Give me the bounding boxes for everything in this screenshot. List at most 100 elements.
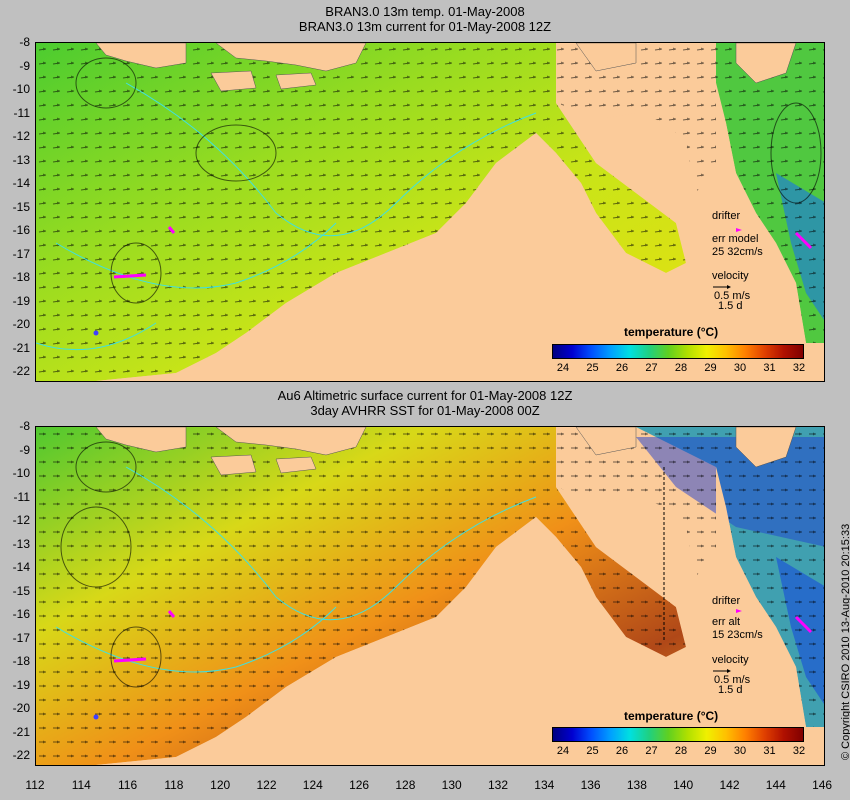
top-map-panel[interactable] xyxy=(35,42,825,382)
x-tick: 124 xyxy=(302,778,323,792)
bottom-colorbar xyxy=(552,727,804,742)
bottom-colorbar-tick: 28 xyxy=(674,745,688,757)
island xyxy=(210,454,257,476)
australia-land xyxy=(96,467,824,765)
bottom-colorbar-tick: 26 xyxy=(615,745,629,757)
top-y-tick: -19 xyxy=(12,293,30,308)
bottom-colorbar-tick: 29 xyxy=(704,745,717,757)
drifter-track xyxy=(113,273,147,279)
bottom-y-tick: -13 xyxy=(12,536,30,551)
bottom-y-tick: -14 xyxy=(12,560,30,574)
bottom-y-tick: -21 xyxy=(12,724,30,739)
bottom-legend-err: err alt xyxy=(712,616,741,628)
bottom-colorbar-tick: 31 xyxy=(763,745,776,757)
australia-land xyxy=(96,83,824,381)
bottom-y-tick: -8 xyxy=(19,419,30,433)
top-map-svg xyxy=(36,43,824,381)
x-tick: 112 xyxy=(25,778,45,792)
top-y-tick: -15 xyxy=(12,199,30,214)
top-y-tick: -10 xyxy=(12,82,30,96)
bottom-y-tick: -12 xyxy=(12,513,30,527)
bottom-colorbar-tick: 24 xyxy=(556,745,570,757)
top-colorbar-title: temperature (°C) xyxy=(624,325,719,339)
top-y-tick: -11 xyxy=(13,105,30,120)
x-tick: 142 xyxy=(719,778,740,792)
bottom-y-tick: -17 xyxy=(12,630,30,645)
top-colorbar-tick: 26 xyxy=(615,362,629,374)
top-y-tick: -17 xyxy=(12,246,30,261)
island xyxy=(575,427,637,456)
bottom-y-tick: -20 xyxy=(12,701,30,715)
x-tick: 136 xyxy=(580,778,601,792)
bottom-legend-err-values: 15 23cm/s xyxy=(712,629,763,641)
drifter-track xyxy=(93,714,99,720)
copyright-notice: © Copyright CSIRO 2010 13-Aug-2010 20:15… xyxy=(826,470,850,760)
top-y-tick: -22 xyxy=(12,364,30,378)
island xyxy=(275,456,317,474)
top-colorbar-tick: 29 xyxy=(704,362,717,374)
bottom-legend-velocity: velocity xyxy=(712,654,749,666)
top-y-tick: -8 xyxy=(19,35,30,49)
bottom-y-tick: -18 xyxy=(12,654,30,668)
bottom-y-tick: -19 xyxy=(12,677,30,692)
top-colorbar-tick: 27 xyxy=(645,362,658,374)
top-y-tick: -14 xyxy=(12,176,30,190)
island xyxy=(575,43,637,72)
top-colorbar-tick: 24 xyxy=(556,362,570,374)
top-y-tick: -21 xyxy=(12,340,30,355)
bottom-colorbar-tick: 25 xyxy=(586,745,599,757)
island xyxy=(735,427,797,468)
x-tick: 132 xyxy=(487,778,509,792)
top-y-tick: -16 xyxy=(12,223,30,237)
top-colorbar-tick: 31 xyxy=(763,362,776,374)
top-colorbar-tick: 30 xyxy=(733,362,747,374)
bottom-title-line1: Au6 Altimetric surface current for 01-Ma… xyxy=(277,388,573,403)
x-tick: 146 xyxy=(812,778,833,792)
top-y-tick: -13 xyxy=(12,152,30,167)
bottom-y-tick: -15 xyxy=(12,583,30,598)
bottom-legend-speed: 0.5 m/s xyxy=(714,674,751,686)
top-legend-speed: 0.5 m/s xyxy=(714,290,751,302)
top-title-line2: BRAN3.0 13m current for 01-May-2008 12Z xyxy=(298,19,552,34)
x-tick: 116 xyxy=(118,778,138,792)
bottom-colorbar-tick: 27 xyxy=(645,745,658,757)
copyright-text: © Copyright CSIRO 2010 13-Aug-2010 20:15… xyxy=(840,523,850,760)
bottom-legend-time: 1.5 d xyxy=(718,684,743,696)
bottom-y-tick: -9 xyxy=(19,442,30,457)
top-y-tick: -9 xyxy=(19,58,30,73)
x-tick: 126 xyxy=(349,778,370,792)
x-tick: 134 xyxy=(534,778,555,792)
x-tick: 130 xyxy=(441,778,462,792)
island xyxy=(95,43,187,69)
top-title-line1: BRAN3.0 13m temp. 01-May-2008 xyxy=(325,4,525,19)
top-colorbar-tick: 25 xyxy=(586,362,599,374)
island xyxy=(735,43,797,84)
drifter-legend-icon xyxy=(736,609,742,613)
bottom-colorbar-tick: 32 xyxy=(792,745,806,757)
x-tick: 114 xyxy=(71,778,91,792)
island xyxy=(275,72,317,90)
bottom-y-tick: -16 xyxy=(12,607,30,621)
top-legend-velocity: velocity xyxy=(712,270,749,282)
x-tick: 138 xyxy=(626,778,647,792)
bottom-map-svg xyxy=(36,427,824,765)
bottom-map-panel[interactable] xyxy=(35,426,825,766)
island xyxy=(210,70,257,92)
island xyxy=(95,427,187,453)
drifter-track xyxy=(794,615,813,634)
bottom-y-tick: -11 xyxy=(13,489,30,504)
top-legend-err-values: 25 32cm/s xyxy=(712,246,763,258)
drifter-track xyxy=(167,610,176,618)
x-tick: 128 xyxy=(395,778,416,792)
top-legend-drifter: drifter xyxy=(712,210,741,222)
bottom-title-line2: 3day AVHRR SST for 01-May-2008 00Z xyxy=(310,403,540,418)
bottom-legend-drifter: drifter xyxy=(712,595,741,607)
top-colorbar-tick: 32 xyxy=(792,362,806,374)
island xyxy=(215,427,367,456)
x-tick: 120 xyxy=(210,778,231,792)
bottom-y-tick: -10 xyxy=(12,466,30,480)
top-y-tick: -20 xyxy=(12,317,30,331)
island xyxy=(215,43,367,72)
drifter-track xyxy=(167,226,176,234)
bottom-y-tick: -22 xyxy=(12,748,30,762)
